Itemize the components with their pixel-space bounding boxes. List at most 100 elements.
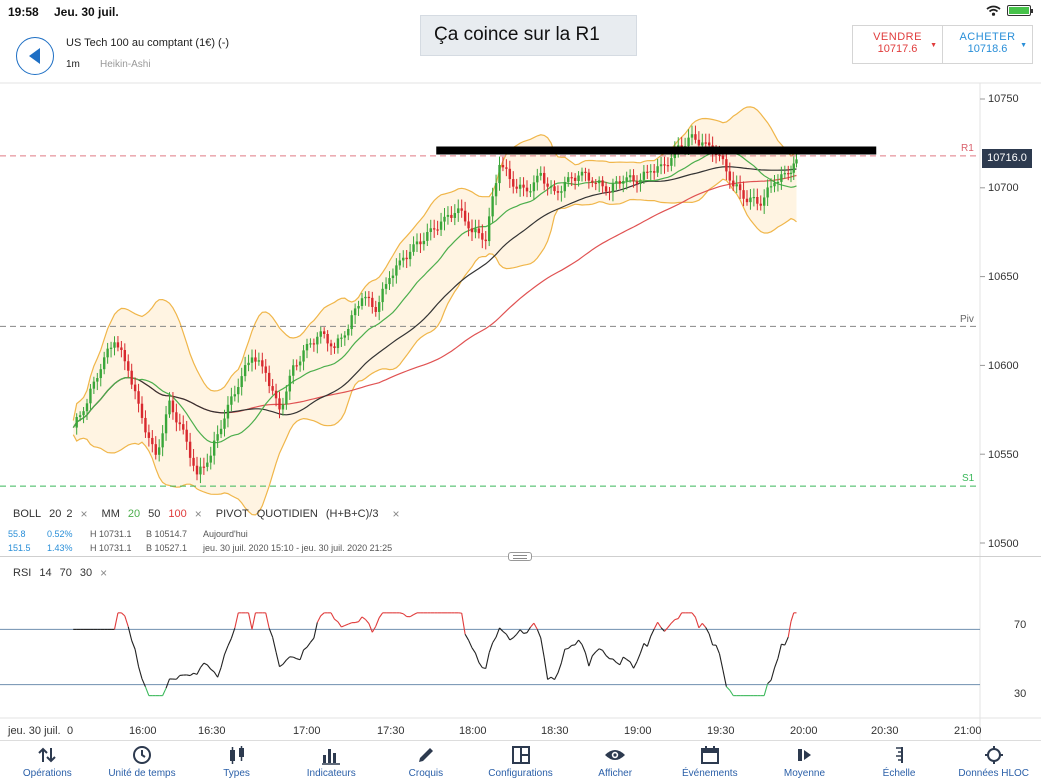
chart-type-label[interactable]: Heikin-Ashi (100, 59, 151, 70)
rsi-segment (612, 658, 617, 663)
rsi-segment (279, 663, 284, 668)
pencil-icon (418, 748, 433, 762)
toolbar-label: Échelle (882, 768, 916, 779)
candle-body (635, 181, 639, 184)
buy-button[interactable]: ACHETER 10718.6 ▼ (943, 26, 1032, 63)
boll-period: 20 (49, 508, 62, 520)
pane-resize-handle[interactable] (508, 552, 532, 561)
candle-body (639, 179, 642, 184)
buy-price: 10718.6 (967, 43, 1008, 55)
toolbar-average[interactable]: Moyenne (757, 741, 852, 784)
bottom-toolbar: Opérations Unité de temps Types Indicate… (0, 740, 1041, 784)
rsi-segment (203, 662, 208, 666)
toolbar-timeframe[interactable]: Unité de temps (95, 741, 190, 784)
sell-button[interactable]: VENDRE 10717.6 ▼ (853, 26, 943, 63)
candle-body (694, 134, 697, 140)
sell-price: 10717.6 (877, 43, 918, 55)
rsi-segment (718, 653, 724, 671)
x-tick: 17:30 (377, 725, 405, 737)
rsi-segment (505, 633, 511, 641)
candle-body (292, 365, 295, 376)
pivot-close-icon[interactable]: × (392, 507, 400, 521)
rsi-period: 14 (39, 567, 52, 579)
candle-body (732, 180, 735, 187)
candle-body (783, 173, 787, 175)
x-tick: 20:30 (871, 725, 899, 737)
candle-body (147, 432, 151, 438)
rsi-segment (186, 674, 191, 677)
sell-caret-icon: ▼ (930, 42, 937, 49)
candle-body (219, 428, 223, 435)
toolbar-display[interactable]: Afficher (568, 741, 663, 784)
average-icon (798, 749, 812, 761)
candle-body (157, 447, 161, 455)
candle-body (573, 177, 577, 181)
toolbar-label: Données HLOC (958, 768, 1030, 779)
candle-body (670, 158, 673, 166)
rsi-segment (275, 652, 281, 667)
back-button[interactable] (16, 37, 54, 75)
rsi-close-icon[interactable]: × (100, 566, 108, 580)
toolbar-events[interactable]: Événements (662, 741, 757, 784)
rsi-segment (461, 613, 466, 635)
candle-body (735, 184, 738, 187)
bars-icon (322, 749, 341, 765)
ma50-line (72, 166, 797, 428)
candle-body (288, 375, 292, 392)
candle-body (164, 414, 168, 434)
candle-body (491, 196, 494, 217)
candle-body (453, 213, 457, 218)
mm-close-icon[interactable]: × (194, 507, 202, 521)
candle-body (336, 338, 340, 349)
candle-body (281, 404, 285, 410)
rsi-segment (636, 652, 641, 662)
candle-body (690, 134, 694, 138)
rsi-tick-30: 30 (1014, 688, 1027, 700)
rsi-segment (121, 612, 126, 617)
candle-body (295, 365, 298, 367)
rsi-segment (354, 621, 359, 624)
toolbar-drawing[interactable]: Croquis (379, 741, 474, 784)
candle-body (725, 159, 728, 172)
candle-body (470, 228, 474, 233)
candle-body (766, 187, 769, 198)
boll-label[interactable]: BOLL (13, 508, 42, 520)
rsi-segment (653, 621, 659, 630)
candle-body (436, 229, 439, 231)
rsi-segment (293, 656, 297, 660)
x-axis-date: jeu. 30 juil. (8, 725, 61, 737)
toolbar-hloc-data[interactable]: Données HLOC (946, 741, 1041, 784)
boll-close-icon[interactable]: × (80, 507, 88, 521)
rsi-segment (629, 661, 635, 669)
timeframe-label[interactable]: 1m (66, 59, 80, 70)
rsi-segment (165, 678, 171, 689)
candle-body (460, 208, 463, 211)
toolbar-layouts[interactable]: Configurations (473, 741, 568, 784)
rsi-segment (358, 616, 363, 623)
toolbar-types[interactable]: Types (189, 741, 284, 784)
stat-period: Aujourd'hui (203, 529, 248, 539)
rsi-segment (584, 652, 590, 667)
candle-body (446, 214, 450, 217)
bollinger-upper (72, 106, 798, 421)
candle-body (223, 418, 226, 429)
candle-body (742, 190, 745, 199)
rsi-segment (485, 652, 490, 669)
candle-body (408, 251, 412, 260)
candle-body (549, 186, 553, 188)
toolbar-operations[interactable]: Opérations (0, 741, 95, 784)
candle-body (422, 240, 426, 245)
rsi-label[interactable]: RSI (13, 567, 32, 579)
candle-body (601, 180, 604, 187)
instrument-name[interactable]: US Tech 100 au comptant (1€) (-) (66, 37, 230, 49)
rsi-segment (777, 644, 782, 659)
pivot-label[interactable]: PIVOT (215, 508, 249, 520)
toolbar-label: Moyenne (783, 768, 826, 779)
stat-pct: 1.43% (47, 543, 73, 553)
candle-body (622, 181, 625, 184)
mm-label[interactable]: MM (101, 508, 120, 520)
toolbar-scale[interactable]: Échelle (852, 741, 947, 784)
toolbar-indicators[interactable]: Indicateurs (284, 741, 379, 784)
candle-body (787, 173, 790, 175)
